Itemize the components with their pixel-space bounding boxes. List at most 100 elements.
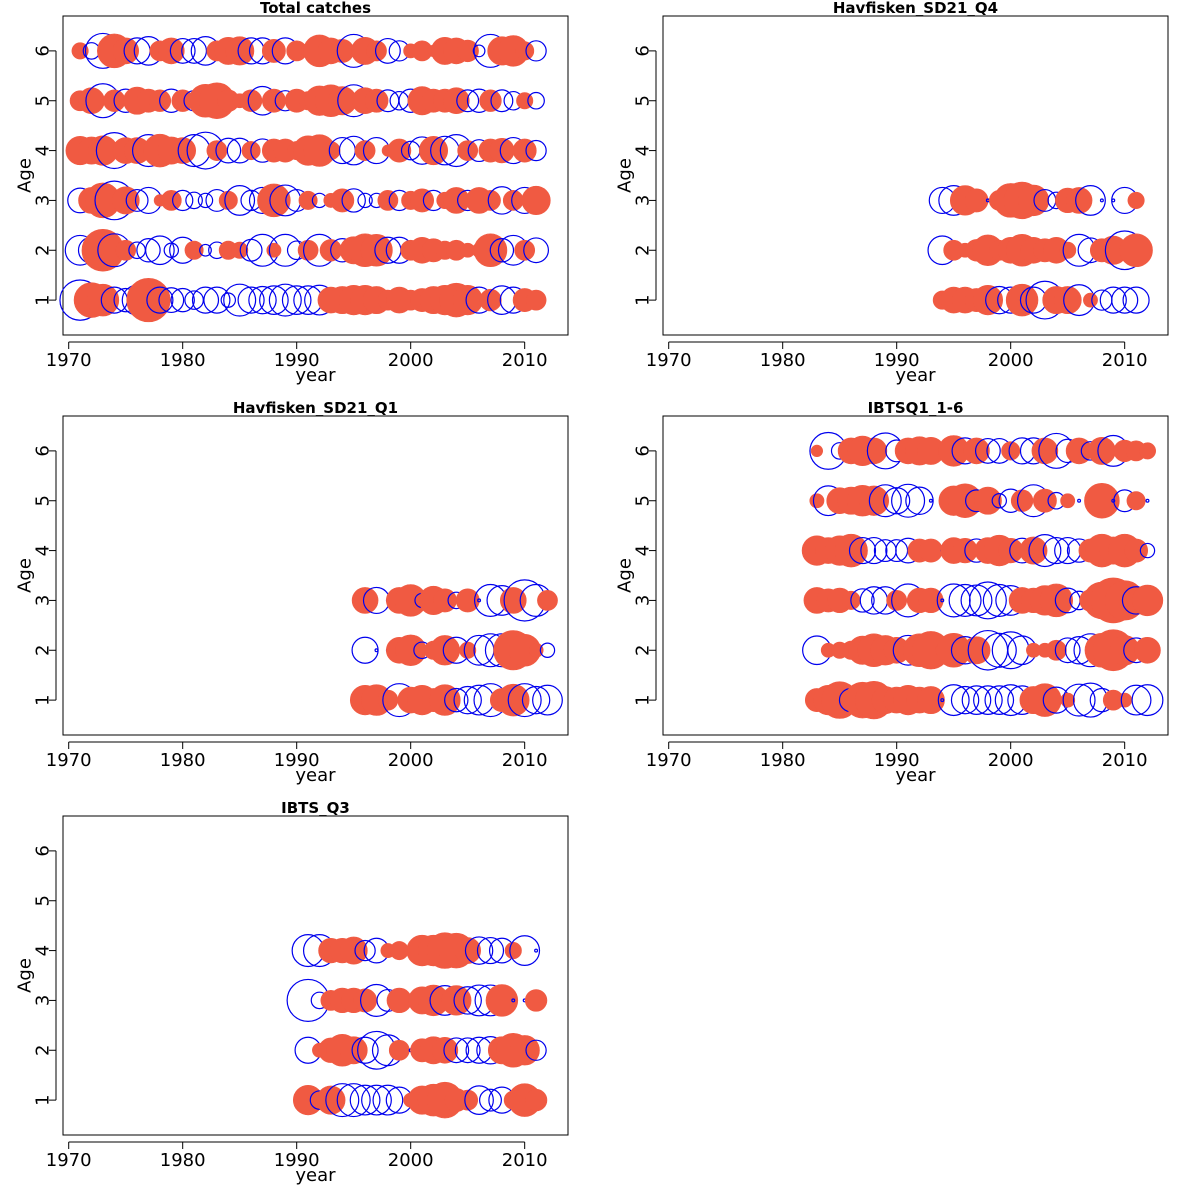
positive-residual-bubble [489,137,515,164]
y-axis-label: Age [15,158,36,193]
y-tick-label: 1 [633,694,654,705]
plot-frame [62,15,569,336]
y-tick-label: 6 [633,445,654,456]
positive-residual-bubble [514,239,536,261]
negative-residual-bubble [991,493,1008,509]
bubble-layer [801,431,1164,720]
y-tick-label: 6 [33,45,54,56]
positive-residual-bubble [1127,191,1145,209]
negative-residual-bubble [456,89,480,113]
positive-residual-bubble [1001,441,1021,461]
negative-residual-bubble [973,685,1003,715]
y-axis-label: Age [615,158,636,193]
negative-residual-bubble [170,287,195,313]
panel-1: Total catches 1970 1980 1990 2000 2010 year 1 2 3… [15,0,569,386]
y-tick-label: 2 [33,245,54,256]
bubble-layer [59,32,551,323]
negative-residual-bubble [1122,286,1150,314]
negative-residual-bubble [374,648,379,653]
positive-residual-bubble [169,137,196,164]
panel-title: IBTSQ1_1-6 [868,399,964,417]
x-axis-label: year [895,365,936,386]
negative-residual-bubble [372,1084,404,1116]
negative-residual-bubble [248,285,277,315]
positive-residual-bubble [998,537,1024,564]
negative-residual-bubble [948,583,982,617]
negative-residual-bubble [444,687,469,713]
x-tick-label: 1980 [160,750,206,771]
positive-residual-bubble [112,37,139,65]
negative-residual-bubble [224,184,256,216]
negative-residual-bubble [1139,542,1156,559]
negative-residual-bubble [850,588,875,613]
y-axis-label: Age [615,558,636,593]
negative-residual-bubble [203,286,231,314]
positive-residual-bubble [78,87,105,115]
negative-residual-bubble [539,642,556,658]
positive-residual-bubble [184,240,204,260]
y-tick-label: 3 [33,995,54,1006]
positive-residual-bubble [1019,536,1048,565]
positive-residual-bubble [1131,584,1164,617]
y-tick-label: 6 [33,445,54,456]
y-tick-label: 4 [33,545,54,556]
x-tick-label: 2000 [988,750,1034,771]
x-tick-label: 2000 [988,350,1034,371]
negative-residual-bubble [1054,637,1081,664]
panel-title: Havfisken_SD21_Q1 [233,399,398,417]
bubble-layer [286,932,548,1119]
positive-residual-bubble [410,188,435,213]
positive-residual-bubble [1031,437,1059,465]
y-tick-label: 2 [33,1045,54,1056]
positive-residual-bubble [354,140,376,161]
x-tick-label: 1990 [274,350,320,371]
positive-residual-bubble [431,1036,459,1064]
positive-residual-bubble [441,985,472,1016]
negative-residual-bubble [1099,198,1104,203]
positive-residual-bubble [860,437,888,465]
negative-residual-bubble [521,685,551,715]
positive-residual-bubble [524,1088,548,1112]
panel-title: Havfisken_SD21_Q4 [833,0,998,17]
x-tick-label: 2010 [502,350,548,371]
negative-residual-bubble [1077,498,1082,503]
panel-title: IBTS_Q3 [281,799,350,817]
panel-2: Havfisken_SD21_Q4 1970 1980 1990 2000 2010 yea… [615,0,1169,386]
positive-residual-bubble [1045,639,1067,661]
positive-residual-bubble [497,683,530,717]
positive-residual-bubble [261,88,286,113]
y-tick-label: 6 [633,45,654,56]
positive-residual-bubble [515,41,535,61]
x-tick-label: 1980 [760,350,806,371]
positive-residual-bubble [524,989,548,1012]
positive-residual-bubble [886,590,908,611]
positive-residual-bubble [521,185,551,215]
plot-frame [662,415,1169,736]
positive-residual-bubble [218,190,238,210]
y-tick-label: 5 [633,495,654,506]
negative-residual-bubble [960,584,993,617]
negative-residual-bubble [507,683,542,718]
plot-frame [662,15,1169,336]
negative-residual-bubble [464,936,494,965]
positive-residual-bubble [512,138,537,163]
negative-residual-bubble [169,37,196,64]
negative-residual-bubble [325,1083,360,1118]
x-tick-label: 1980 [160,350,206,371]
x-tick-label: 2000 [388,750,434,771]
y-tick-label: 3 [633,195,654,206]
y-tick-label: 5 [33,895,54,906]
positive-residual-bubble [479,288,502,312]
positive-residual-bubble [809,493,825,509]
negative-residual-bubble [477,598,482,603]
negative-residual-bubble [1131,684,1164,717]
panel-title: Total catches [260,0,371,17]
negative-residual-bubble [136,238,161,263]
negative-residual-bubble [525,40,547,62]
y-tick-label: 4 [33,145,54,156]
y-tick-label: 3 [33,195,54,206]
positive-residual-bubble [297,239,319,261]
positive-residual-bubble [1119,233,1153,268]
negative-residual-bubble [509,935,541,967]
negative-residual-bubble [523,237,550,264]
